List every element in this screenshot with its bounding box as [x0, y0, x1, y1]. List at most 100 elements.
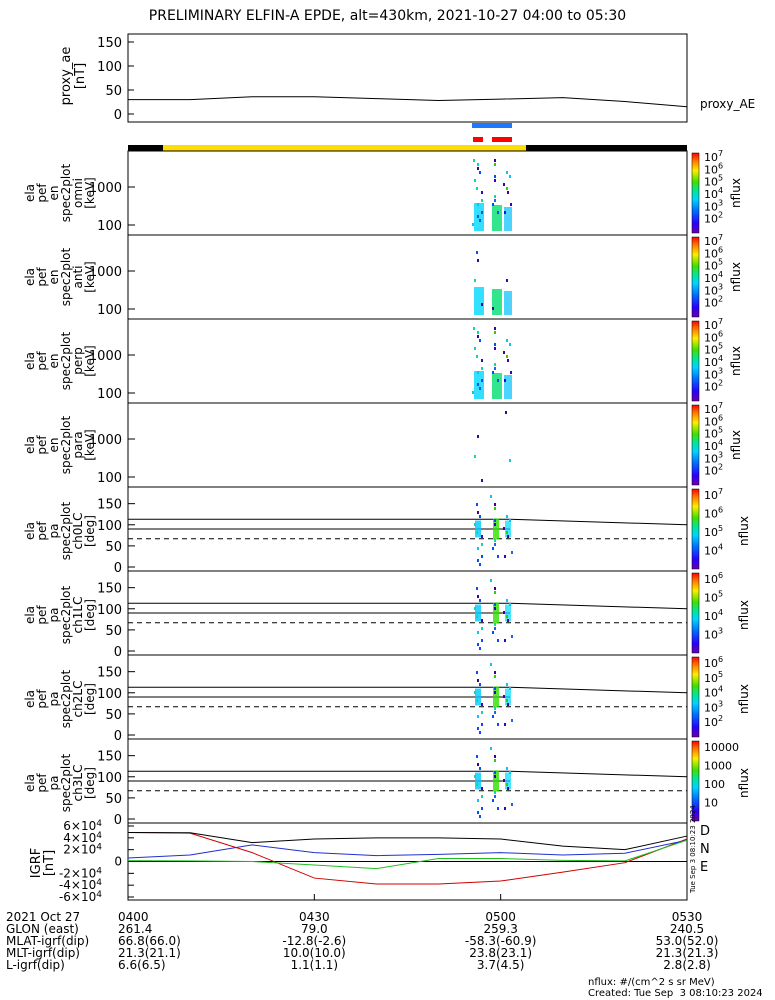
pa-core [475, 604, 481, 622]
pa-cbar-tick: 104 [704, 543, 723, 558]
pa-spectrogram-cell [479, 683, 481, 686]
pa-spectrogram-cell [494, 503, 496, 506]
pa-spectrogram-cell [506, 615, 508, 618]
pa-ytick-label: 100 [97, 603, 122, 618]
pa-spectrogram-cell [477, 511, 479, 514]
energy-spectrogram-cell [507, 359, 509, 362]
pa-spectrogram-cell [481, 627, 483, 630]
pa-spectrogram-cell [481, 723, 483, 726]
pa-cbar-tick: 102 [704, 714, 723, 729]
energy-spectrogram-cell [477, 163, 479, 166]
energy-spectrogram-cell [497, 379, 499, 382]
pa-cbar-tick: 10000 [704, 741, 739, 754]
energy-cbar-label: nflux [729, 430, 743, 460]
pa-spectrogram-cell [481, 807, 483, 810]
pa-colorbar [691, 488, 700, 570]
proxy-ytick-label: 150 [97, 36, 122, 51]
pa-spectrogram-cell [504, 723, 506, 726]
energy-colorbar [691, 404, 700, 486]
igrf-ytick-label: -4×104 [59, 878, 102, 892]
energy-spectrogram-cell [481, 211, 483, 214]
pa-ytick-label: 0 [114, 729, 122, 744]
igrf-series-N [127, 839, 688, 859]
pa-spectrogram-cell [497, 639, 499, 642]
ephemeris-value: 23.8(23.1) [469, 946, 532, 960]
energy-panel-frame [127, 150, 688, 236]
pa-cbar-tick: 100 [704, 778, 725, 791]
pa-spectrogram-cell [477, 595, 479, 598]
pa-spectrogram-cell [490, 663, 492, 666]
energy-spectrogram-cell [494, 159, 496, 162]
pa-spectrogram-cell [476, 783, 478, 786]
pa-spectrogram-cell [476, 531, 478, 534]
pa-spectrogram-cell [511, 551, 513, 554]
energy-ylabel: [keV] [83, 345, 97, 376]
energy-cbar-tick: 106 [704, 413, 723, 428]
pa-ylabel: ch1LC [71, 597, 85, 634]
pa-spectrogram-cell [494, 711, 496, 714]
pa-spectrogram-cell [503, 779, 505, 782]
energy-spectrogram-cell [506, 339, 508, 342]
proxy-ae-legend: proxy_AE [700, 97, 755, 111]
ephemeris-value: 0530 [672, 910, 703, 924]
pa-spectrogram-cell [476, 671, 478, 674]
pa-ylabel: [deg] [83, 683, 97, 715]
pa-spectrogram-cell [507, 535, 509, 538]
pa-ylabel: pef [35, 689, 49, 709]
pa-cbar-label: nflux [737, 516, 751, 546]
units-note: nflux: #/(cm^2 s sr MeV) [588, 977, 715, 988]
pa-spectrogram-cell [494, 543, 496, 546]
igrf-ylabel: IGRF [29, 848, 44, 878]
pa-ylabel: ela [23, 606, 37, 624]
ephemeris-value: -58.3(-60.9) [465, 934, 536, 948]
energy-ytick-label: 1000 [89, 349, 122, 364]
pa-reference-line [509, 518, 688, 526]
proxy-ytick-label: 50 [105, 84, 122, 99]
yellow-bar [163, 145, 526, 151]
energy-colorbar [691, 152, 700, 234]
pa-spectrogram-cell [497, 807, 499, 810]
pa-spectrogram-cell [494, 791, 496, 794]
pa-spectrogram-cell [494, 687, 496, 690]
energy-ylabel: pef [35, 435, 49, 455]
pa-spectrogram-cell [511, 719, 513, 722]
pa-spectrogram-cell [497, 723, 499, 726]
pa-ylabel: spec2plot [59, 585, 73, 644]
pa-spectrogram-cell [481, 543, 483, 546]
energy-ylabel: perp [71, 347, 85, 375]
pa-spectrogram-cell [490, 747, 492, 750]
pa-spectrogram-cell [477, 727, 479, 730]
energy-spectrogram-cell [494, 367, 496, 370]
pa-spectrogram-cell [481, 787, 483, 790]
ephemeris-value: 10.0(10.0) [283, 946, 346, 960]
pa-spectrogram-cell [494, 587, 496, 590]
energy-spectrogram-cell [477, 383, 479, 386]
pa-spectrogram-cell [494, 603, 496, 606]
energy-cbar-tick: 103 [704, 450, 723, 465]
pa-spectrogram-cell [494, 755, 496, 758]
energy-spectrogram-cell [481, 379, 483, 382]
pa-ylabel: pa [47, 608, 61, 623]
pa-ylabel: pef [35, 605, 49, 625]
energy-spectrogram-cell [505, 411, 507, 414]
energy-spectrogram-cell [477, 259, 479, 262]
energy-cbar-tick: 107 [704, 233, 723, 248]
energy-ylabel: [keV] [83, 177, 97, 208]
energy-panel-frame [127, 234, 688, 320]
energy-spectrogram-cell [503, 183, 505, 186]
energy-band [492, 373, 502, 399]
pa-spectrogram-cell [509, 687, 511, 690]
pa-cbar-label: nflux [737, 600, 751, 630]
pa-spectrogram-cell [481, 535, 483, 538]
pa-spectrogram-cell [494, 623, 496, 626]
pa-spectrogram-cell [494, 591, 496, 594]
pa-spectrogram-cell [477, 715, 479, 718]
proxy-ylabel: proxy_ae [59, 47, 74, 106]
pa-spectrogram-cell [481, 795, 483, 798]
energy-cbar-tick: 105 [704, 174, 723, 189]
energy-spectrogram-cell [477, 203, 479, 206]
pa-cbar-label: nflux [737, 768, 751, 798]
energy-ylabel: en [47, 438, 61, 453]
energy-ytick-label: 100 [97, 219, 122, 234]
pa-spectrogram-cell [506, 683, 508, 686]
